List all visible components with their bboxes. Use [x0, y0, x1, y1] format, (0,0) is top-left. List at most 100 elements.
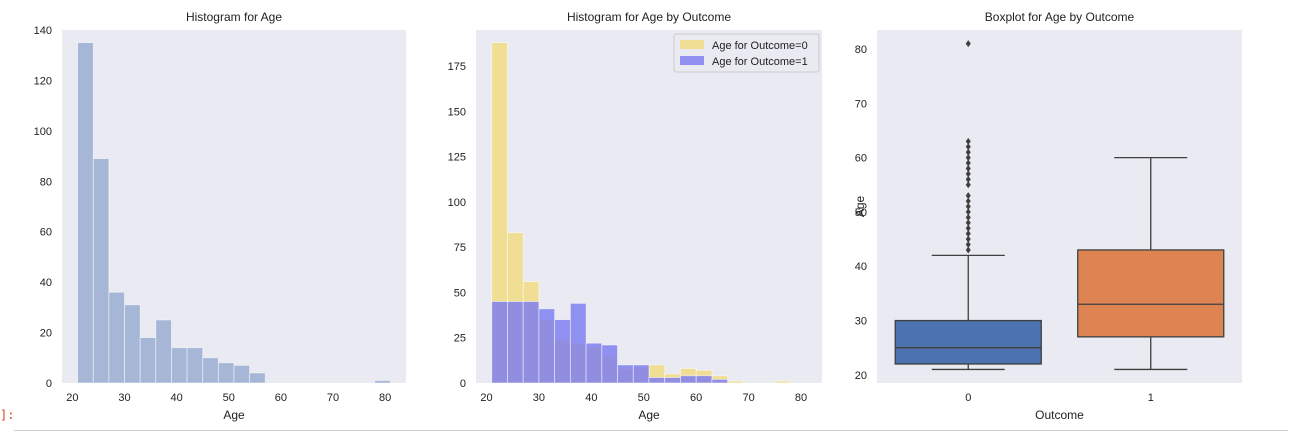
y-tick-label: 60: [40, 227, 52, 239]
outlier-point: [965, 175, 971, 183]
outlier-point: [965, 230, 971, 238]
outlier-point: [965, 224, 971, 232]
x-tick-label: 80: [795, 392, 807, 404]
histogram-bar: [727, 380, 744, 384]
legend-label: Age for Outcome=1: [712, 56, 808, 68]
outlier-point: [965, 197, 971, 205]
outlier-point: [965, 219, 971, 227]
y-tick-label: 25: [454, 333, 466, 345]
y-tick-label: 80: [855, 44, 867, 56]
y-tick-label: 80: [40, 176, 52, 188]
histogram-bar: [569, 302, 587, 384]
y-tick-label: 30: [855, 316, 867, 328]
chart-title: Histogram for Age: [186, 10, 282, 24]
y-tick-label: 20: [855, 370, 867, 382]
x-tick-label: 50: [638, 392, 650, 404]
histogram-series-2: [491, 301, 729, 384]
outlier-point: [965, 154, 971, 162]
chart-title: Histogram for Age by Outcome: [567, 10, 731, 24]
chart-panel-3: Boxplot for Age by Outcome Outcome 20 30 40 5…: [853, 10, 1242, 422]
cell-divider: [14, 430, 1288, 431]
histogram-bar: [554, 319, 571, 384]
histogram-bar: [522, 301, 540, 384]
outlier-point: [965, 40, 971, 48]
y-tick-label: 140: [34, 25, 52, 37]
outlier-point: [965, 235, 971, 243]
outlier-point: [965, 241, 971, 249]
histogram-bar: [664, 377, 681, 384]
histogram-bar: [171, 347, 188, 384]
outlier-point: [965, 137, 971, 145]
y-tick-label: 20: [40, 328, 52, 340]
y-tick-label: 120: [34, 75, 52, 87]
x-tick-label: 50: [223, 392, 235, 404]
x-tick-label: 30: [533, 392, 545, 404]
box-category-0: [894, 40, 1042, 371]
legend-label: Age for Outcome=0: [712, 40, 808, 52]
y-tick-label: 0: [46, 378, 52, 390]
x-axis-label: Age: [223, 408, 245, 422]
outlier-point: [965, 143, 971, 151]
y-tick-label: 125: [448, 152, 466, 164]
y-axis-label: Age: [853, 196, 867, 218]
outlier-point: [965, 192, 971, 200]
histogram-bar: [233, 364, 251, 384]
histogram-bar: [711, 378, 729, 384]
outlier-point: [965, 148, 971, 156]
x-tick-label: 20: [480, 392, 492, 404]
y-tick-label: 60: [855, 153, 867, 165]
histogram-bar: [139, 337, 157, 384]
outlier-point: [965, 213, 971, 221]
x-tick-label: 1: [1148, 392, 1154, 404]
outlier-point: [965, 181, 971, 189]
histogram-bar: [774, 380, 791, 384]
y-tick-label: 0: [460, 378, 466, 390]
x-tick-label: 60: [275, 392, 287, 404]
histogram-bar: [202, 357, 219, 384]
box-iqr: [894, 319, 1042, 365]
histogram-bar: [507, 301, 524, 384]
histogram-bar: [124, 304, 141, 384]
histogram-bar: [92, 158, 110, 384]
y-tick-label: 70: [855, 98, 867, 110]
chart-panel-1: Histogram for Age Age 20 30 40 50 60 70 80 0 20 40 6…: [34, 10, 406, 422]
histogram-bar: [249, 372, 266, 384]
histogram-bar: [601, 344, 618, 384]
legend-swatch: [680, 40, 704, 49]
x-tick-label: 0: [965, 392, 971, 404]
y-tick-label: 150: [448, 106, 466, 118]
y-tick-label: 40: [40, 277, 52, 289]
box-category-1: [1077, 156, 1225, 371]
x-axis-label: Age: [638, 408, 660, 422]
outlier-point: [965, 170, 971, 178]
histogram-bar: [648, 377, 666, 384]
outlier-point: [965, 246, 971, 254]
histogram-bar: [186, 347, 204, 384]
box-iqr: [1077, 249, 1225, 338]
x-tick-label: 80: [379, 392, 391, 404]
y-tick-label: 50: [454, 287, 466, 299]
x-tick-label: 30: [118, 392, 130, 404]
histogram-bar: [491, 301, 508, 384]
x-tick-label: 70: [327, 392, 339, 404]
x-axis-label: Outcome: [1035, 408, 1084, 422]
x-tick-label: 70: [742, 392, 754, 404]
histogram-bar: [77, 42, 94, 384]
histogram-bar: [632, 364, 650, 384]
y-tick-label: 40: [855, 261, 867, 273]
histogram-bar: [374, 380, 391, 384]
legend-swatch: [680, 56, 704, 65]
chart-title: Boxplot for Age by Outcome: [985, 10, 1135, 24]
x-tick-label: 20: [66, 392, 78, 404]
x-tick-label: 40: [585, 392, 597, 404]
legend-box: [673, 33, 820, 73]
x-tick-label: 60: [690, 392, 702, 404]
histogram-bar: [617, 364, 634, 384]
x-tick-label: 40: [171, 392, 183, 404]
histogram-series-1: [77, 42, 391, 384]
chart-panel-2: Histogram for Age by Outcome Age 20 30 40 50 6…: [448, 10, 822, 422]
y-tick-label: 100: [448, 197, 466, 209]
y-tick-label: 50: [855, 207, 867, 219]
histogram-bar: [217, 362, 235, 384]
